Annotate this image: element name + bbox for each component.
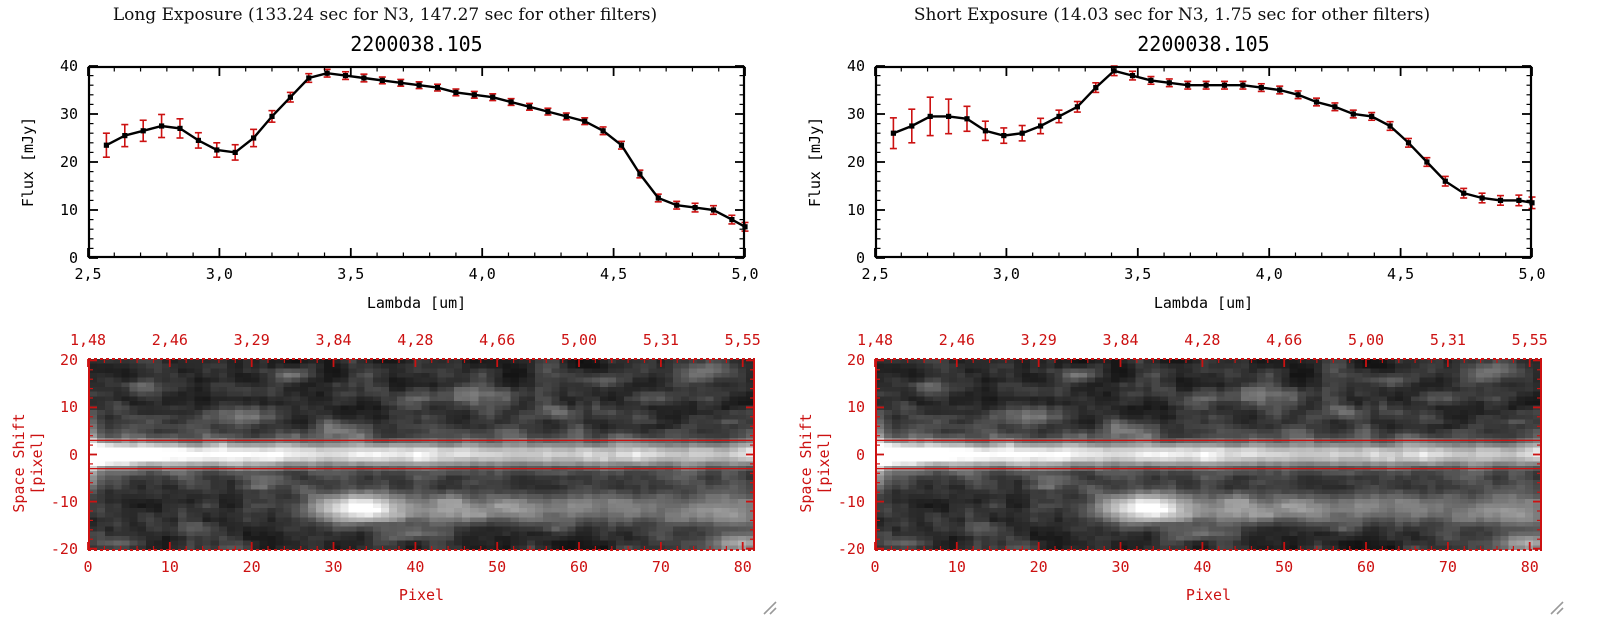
wavelength-top-label: 1,48 [69,331,107,349]
lambda-axis-label: Lambda [um] [366,294,467,312]
space-shift-tick-label: -20 [837,539,865,558]
spectral-2d-image [876,359,1541,550]
pixel-tick-label: 60 [570,558,589,576]
pixel-tick-label: 0 [83,558,93,576]
pixel-axis-label: Pixel [1185,586,1232,604]
space-shift-tick-label: 0 [68,445,78,464]
window-resize-grip-icon[interactable] [1547,598,1565,616]
flux-tick-label: 0 [68,249,78,267]
target-id-title: 2200038.105 [350,32,483,56]
flux-tick-label: 10 [59,201,78,219]
lambda-tick-label: 3,5 [337,265,365,283]
pixel-axis-label: Pixel [398,586,445,604]
wavelength-top-label: 2,46 [938,331,975,349]
wavelength-top-label: 3,84 [315,331,352,349]
pixel-tick-label: 70 [651,558,670,576]
flux-tick-label: 30 [846,105,865,123]
panel-long-exposure-window: Long Exposure (133.24 sec for N3, 147.27… [10,5,778,616]
pixel-tick-label: 40 [1193,558,1212,576]
lambda-tick-label: 4,5 [600,265,628,283]
space-shift-tick-label: 10 [846,398,865,417]
wavelength-top-label: 5,00 [560,331,598,349]
wavelength-top-label: 4,66 [1266,331,1303,349]
spectral-image-axes [87,358,755,551]
wavelength-top-label: 2,46 [151,331,188,349]
pixel-tick-label: 20 [1029,558,1048,576]
flux-spectrum-plot [874,65,1536,259]
flux-axis-label: Flux [mJy] [806,116,824,208]
lambda-tick-label: 4,5 [1387,265,1415,283]
exposure-title: Long Exposure (133.24 sec for N3, 147.27… [112,5,658,25]
spectral-2d-image [89,359,754,550]
flux-tick-label: 20 [846,153,865,171]
exposure-title: Short Exposure (14.03 sec for N3, 1.75 s… [913,5,1431,25]
wavelength-top-label: 5,55 [1511,331,1548,349]
pixel-tick-label: 20 [242,558,261,576]
space-shift-tick-label: -10 [50,492,78,511]
space-shift-tick-label: 20 [59,351,78,370]
wavelength-top-label: 5,31 [1429,331,1466,349]
wavelength-top-label: 5,31 [642,331,679,349]
pixel-tick-label: 80 [733,558,752,576]
lambda-tick-label: 2,5 [74,265,102,283]
lambda-tick-label: 5,0 [731,265,759,283]
spectral-image-axes [874,358,1542,551]
lambda-tick-label: 5,0 [1518,265,1546,283]
lambda-tick-label: 3,0 [992,265,1020,283]
lambda-tick-label: 3,5 [1124,265,1152,283]
window-resize-grip-icon[interactable] [760,598,778,616]
wavelength-top-label: 4,66 [479,331,516,349]
pixel-tick-label: 70 [1438,558,1457,576]
space-shift-tick-label: -10 [837,492,865,511]
flux-tick-label: 40 [846,57,865,75]
pixel-tick-label: 0 [870,558,880,576]
pixel-tick-label: 10 [160,558,179,576]
flux-tick-label: 20 [59,153,78,171]
lambda-tick-label: 3,0 [205,265,233,283]
target-id-title: 2200038.105 [1137,32,1270,56]
space-shift-tick-label: -20 [50,539,78,558]
pixel-tick-label: 40 [406,558,425,576]
flux-tick-label: 40 [59,57,78,75]
flux-tick-label: 0 [855,249,865,267]
panel-short-exposure-window: Short Exposure (14.03 sec for N3, 1.75 s… [787,0,1587,630]
wavelength-top-label: 4,28 [397,331,434,349]
space-shift-tick-label: 20 [846,351,865,370]
lambda-tick-label: 4,0 [468,265,496,283]
space-shift-tick-label: 0 [855,445,865,464]
pixel-tick-label: 60 [1357,558,1376,576]
lambda-axis-label: Lambda [um] [1153,294,1254,312]
flux-tick-label: 30 [59,105,78,123]
flux-spectrum-plot [87,65,749,259]
pixel-tick-label: 50 [488,558,507,576]
flux-tick-label: 10 [846,201,865,219]
lambda-tick-label: 2,5 [861,265,889,283]
wavelength-top-label: 4,28 [1184,331,1221,349]
space-shift-tick-label: 10 [59,398,78,417]
pixel-tick-label: 30 [1111,558,1130,576]
wavelength-top-label: 1,48 [856,331,894,349]
pixel-tick-label: 30 [324,558,343,576]
wavelength-top-label: 3,29 [1020,331,1057,349]
wavelength-top-label: 5,55 [724,331,761,349]
pixel-tick-label: 50 [1275,558,1294,576]
wavelength-top-label: 3,29 [233,331,270,349]
pixel-tick-label: 80 [1520,558,1539,576]
lambda-tick-label: 4,0 [1255,265,1283,283]
pixel-tick-label: 10 [947,558,966,576]
wavelength-top-label: 5,00 [1347,331,1385,349]
flux-axis-label: Flux [mJy] [19,116,37,208]
wavelength-top-label: 3,84 [1102,331,1139,349]
